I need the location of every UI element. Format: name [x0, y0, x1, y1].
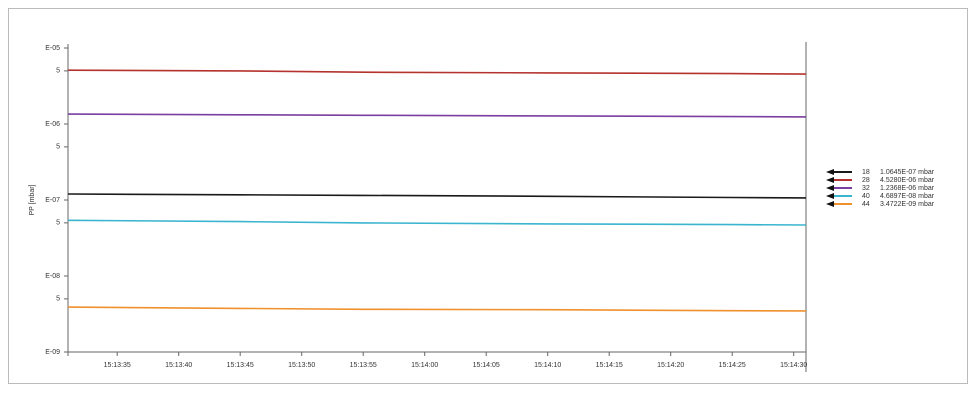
legend-arrow [826, 169, 834, 175]
y-tick-label: E-05 [45, 45, 60, 52]
x-tick-label: 15:14:10 [534, 362, 561, 369]
series-line [67, 219, 807, 226]
legend-name: 44 [862, 201, 870, 208]
y-tick-label: E-06 [45, 121, 60, 128]
y-tick-label: 5 [56, 68, 60, 75]
legend-name: 28 [862, 177, 870, 184]
y-tick-label: E-08 [45, 273, 60, 280]
x-tick-label: 15:13:40 [165, 362, 192, 369]
x-tick-label: 15:13:35 [104, 362, 131, 369]
legend-name: 40 [862, 193, 870, 200]
series-line [67, 69, 807, 75]
x-tick-label: 15:13:55 [350, 362, 377, 369]
series-line [67, 193, 807, 199]
y-tick-label: 5 [56, 220, 60, 227]
y-tick-label: 5 [56, 296, 60, 303]
legend-value: 3.4722E-09 mbar [880, 201, 935, 208]
y-tick-label: E-07 [45, 197, 60, 204]
series-line [67, 306, 807, 312]
legend-name: 18 [862, 169, 870, 176]
y-tick-label: 5 [56, 144, 60, 151]
legend-value: 1.0645E-07 mbar [880, 169, 935, 176]
legend-value: 1.2368E-06 mbar [880, 185, 935, 192]
legend-arrow [826, 201, 834, 207]
x-tick-label: 15:14:15 [596, 362, 623, 369]
x-tick-label: 15:14:30 [780, 362, 807, 369]
y-tick-label: E-09 [45, 349, 60, 356]
legend-value: 4.6897E-08 mbar [880, 193, 935, 200]
y-axis-label: PP [mbar] [29, 184, 36, 215]
x-tick-label: 15:13:45 [227, 362, 254, 369]
x-tick-label: 15:14:20 [657, 362, 684, 369]
x-tick-label: 15:13:50 [288, 362, 315, 369]
x-tick-label: 15:14:25 [719, 362, 746, 369]
legend-name: 32 [862, 185, 870, 192]
legend-value: 4.5280E-06 mbar [880, 177, 935, 184]
x-tick-label: 15:14:05 [473, 362, 500, 369]
legend-arrow [826, 177, 834, 183]
legend-arrow [826, 193, 834, 199]
series-line [67, 113, 807, 118]
legend-arrow [826, 185, 834, 191]
x-tick-label: 15:14:00 [411, 362, 438, 369]
